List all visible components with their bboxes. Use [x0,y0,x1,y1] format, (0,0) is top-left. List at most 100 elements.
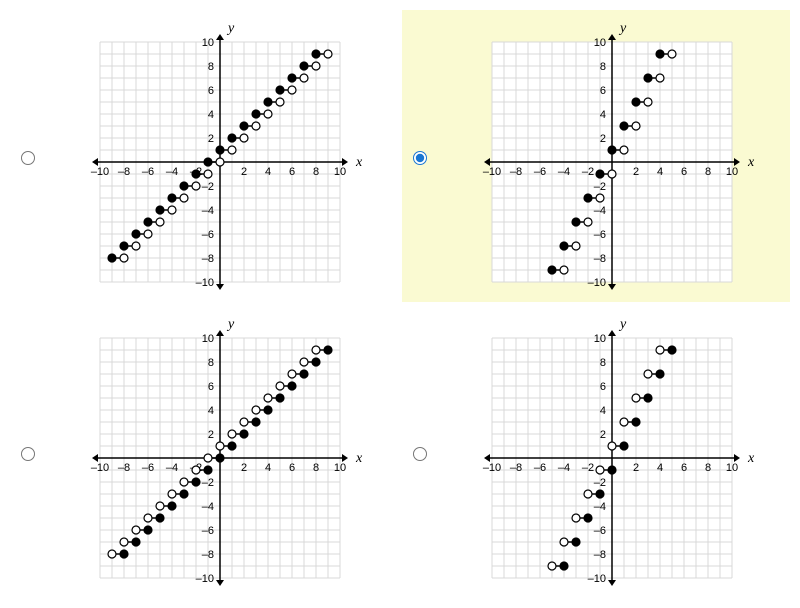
svg-text:–4: –4 [558,166,570,178]
chart-svg-d: –10–10–8–8–6–6–4–4–2–2224466881010xy [447,312,767,592]
svg-text:4: 4 [657,462,663,474]
svg-text:y: y [226,317,235,332]
svg-text:8: 8 [208,357,214,369]
svg-text:6: 6 [681,462,687,474]
svg-text:–2: –2 [594,477,606,489]
svg-text:–10: –10 [483,462,501,474]
svg-text:–8: –8 [510,166,522,178]
svg-text:10: 10 [202,333,214,345]
svg-text:4: 4 [657,166,663,178]
svg-text:–2: –2 [202,181,214,193]
svg-text:–8: –8 [202,549,214,561]
svg-text:4: 4 [600,109,606,121]
svg-text:–6: –6 [534,462,546,474]
svg-text:–10: –10 [91,462,109,474]
svg-text:–6: –6 [594,229,606,241]
svg-text:10: 10 [594,37,606,49]
svg-text:2: 2 [600,133,606,145]
svg-text:8: 8 [313,166,319,178]
chart-b: –10–10–8–8–6–6–4–4–2–2224466881010xy [430,16,784,296]
svg-text:8: 8 [705,462,711,474]
option-b[interactable]: –10–10–8–8–6–6–4–4–2–2224466881010xy [402,10,790,302]
svg-text:x: x [355,451,363,466]
radio-a[interactable] [21,151,35,165]
radio-wrap-b [408,148,430,165]
svg-text:–6: –6 [142,462,154,474]
svg-text:8: 8 [600,61,606,73]
radio-b[interactable] [413,151,427,165]
svg-text:2: 2 [600,429,606,441]
svg-text:2: 2 [208,429,214,441]
svg-text:–2: –2 [594,181,606,193]
svg-text:6: 6 [208,381,214,393]
svg-text:4: 4 [208,405,214,417]
svg-text:–10: –10 [196,277,214,289]
svg-text:y: y [618,21,627,36]
svg-text:–4: –4 [166,166,178,178]
options-grid: –10–10–8–8–6–6–4–4–2–2224466881010xy –10… [10,10,790,598]
radio-wrap-a [16,148,38,165]
svg-text:8: 8 [313,462,319,474]
svg-text:10: 10 [594,333,606,345]
svg-text:8: 8 [208,61,214,73]
svg-text:–4: –4 [594,501,606,513]
svg-text:2: 2 [633,462,639,474]
svg-text:6: 6 [289,462,295,474]
svg-text:–8: –8 [594,549,606,561]
svg-text:8: 8 [600,357,606,369]
option-d[interactable]: –10–10–8–8–6–6–4–4–2–2224466881010xy [402,306,790,598]
svg-text:–4: –4 [594,205,606,217]
svg-text:–4: –4 [558,462,570,474]
svg-text:2: 2 [241,166,247,178]
svg-text:6: 6 [208,85,214,97]
svg-text:–6: –6 [202,229,214,241]
svg-text:2: 2 [208,133,214,145]
svg-text:–2: –2 [202,477,214,489]
svg-text:–4: –4 [166,462,178,474]
svg-text:6: 6 [600,381,606,393]
svg-text:x: x [355,155,363,170]
radio-wrap-d [408,444,430,461]
svg-text:–10: –10 [588,573,606,585]
svg-text:2: 2 [633,166,639,178]
svg-text:4: 4 [600,405,606,417]
svg-text:10: 10 [726,462,738,474]
chart-a: –10–10–8–8–6–6–4–4–2–2224466881010xy [38,16,392,296]
svg-text:–10: –10 [196,573,214,585]
svg-text:–10: –10 [91,166,109,178]
svg-text:–8: –8 [510,462,522,474]
svg-text:8: 8 [705,166,711,178]
svg-text:10: 10 [726,166,738,178]
svg-text:–6: –6 [202,525,214,537]
chart-c: –10–10–8–8–6–6–4–4–2–2224466881010xy [38,312,392,592]
svg-text:4: 4 [265,462,271,474]
svg-text:–10: –10 [483,166,501,178]
svg-text:–6: –6 [142,166,154,178]
svg-text:–2: –2 [582,462,594,474]
svg-text:–8: –8 [118,462,130,474]
svg-text:10: 10 [334,166,346,178]
svg-text:–8: –8 [118,166,130,178]
svg-text:–4: –4 [202,205,214,217]
svg-text:–2: –2 [582,166,594,178]
option-a[interactable]: –10–10–8–8–6–6–4–4–2–2224466881010xy [10,10,398,302]
svg-text:y: y [226,21,235,36]
radio-wrap-c [16,444,38,461]
radio-c[interactable] [21,447,35,461]
svg-text:2: 2 [241,462,247,474]
chart-d: –10–10–8–8–6–6–4–4–2–2224466881010xy [430,312,784,592]
svg-text:–4: –4 [202,501,214,513]
svg-text:–8: –8 [202,253,214,265]
svg-text:10: 10 [334,462,346,474]
chart-svg-a: –10–10–8–8–6–6–4–4–2–2224466881010xy [55,16,375,296]
svg-text:4: 4 [208,109,214,121]
svg-text:y: y [618,317,627,332]
svg-text:–8: –8 [594,253,606,265]
svg-text:x: x [747,451,755,466]
option-c[interactable]: –10–10–8–8–6–6–4–4–2–2224466881010xy [10,306,398,598]
svg-text:6: 6 [681,166,687,178]
svg-text:6: 6 [600,85,606,97]
svg-text:–10: –10 [588,277,606,289]
radio-d[interactable] [413,447,427,461]
svg-text:10: 10 [202,37,214,49]
